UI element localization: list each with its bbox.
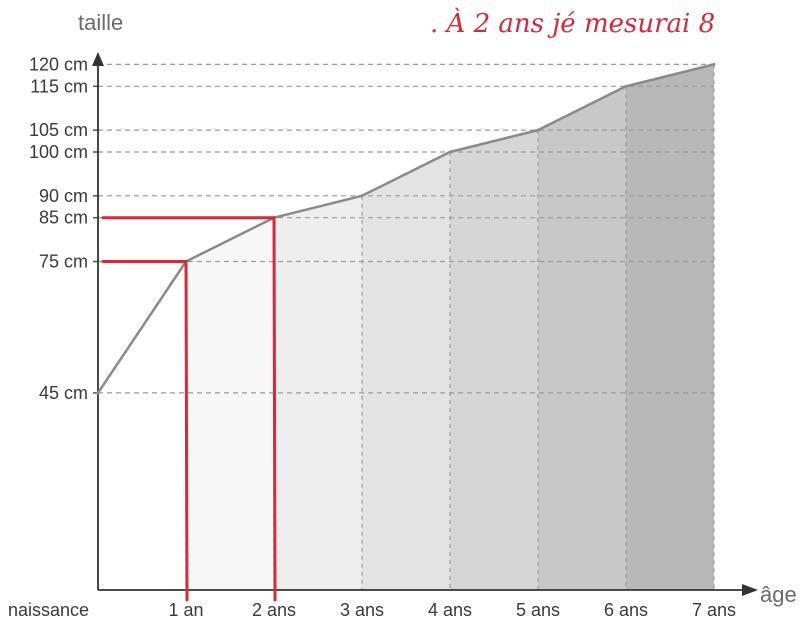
x-axis-title: âge (760, 582, 797, 607)
y-tick-label-6: 115 cm (30, 76, 88, 96)
series-polyline (96, 63, 715, 394)
grid-lines (93, 63, 714, 394)
y-tick-label-3: 90 cm (39, 186, 88, 206)
y-tick-label-4: 100 cm (29, 142, 88, 162)
highlight-vertical-1 (272, 216, 277, 602)
data-point-4 (448, 150, 452, 154)
x-tick-labels: naissance 1 an 2 ans 3 ans 4 ans 5 ans 6 ans 7 … (8, 600, 736, 620)
y-tick-label-7: 120 cm (29, 54, 88, 74)
y-tick-label-0: 45 cm (39, 383, 88, 403)
x-axis-arrow (742, 584, 758, 596)
y-tick-label-2: 85 cm (39, 208, 88, 228)
age-bands (98, 64, 714, 591)
x-tick-label-5: 5 ans (516, 600, 560, 620)
age-band-4 (450, 130, 538, 590)
x-tick-label-0: naissance (8, 600, 89, 620)
data-point-0 (96, 391, 100, 395)
age-band-0 (98, 261, 186, 590)
x-tick-label-6: 6 ans (604, 600, 648, 620)
x-tick-label-2: 2 ans (252, 600, 296, 620)
age-band-6 (626, 64, 714, 590)
axes (92, 52, 758, 596)
data-point-6 (624, 84, 628, 88)
handwritten-note: . À 2 ans jé mesurai 8 (430, 7, 715, 39)
age-band-1 (186, 217, 274, 590)
data-point-3 (360, 194, 364, 198)
y-tick-label-5: 105 cm (29, 120, 88, 140)
x-tick-label-4: 4 ans (428, 600, 472, 620)
highlight-lines (101, 216, 277, 602)
y-axis-title: taille (78, 10, 123, 35)
x-tick-label-7: 7 ans (692, 600, 736, 620)
y-axis-arrow (92, 52, 104, 66)
x-tick-label-3: 3 ans (340, 600, 384, 620)
data-point-7 (712, 62, 716, 66)
highlight-vertical-0 (184, 260, 189, 602)
age-band-3 (362, 152, 450, 590)
x-tick-label-1: 1 an (168, 600, 203, 620)
data-point-5 (536, 128, 540, 132)
age-band-5 (538, 86, 626, 591)
y-tick-label-1: 75 cm (39, 252, 88, 272)
